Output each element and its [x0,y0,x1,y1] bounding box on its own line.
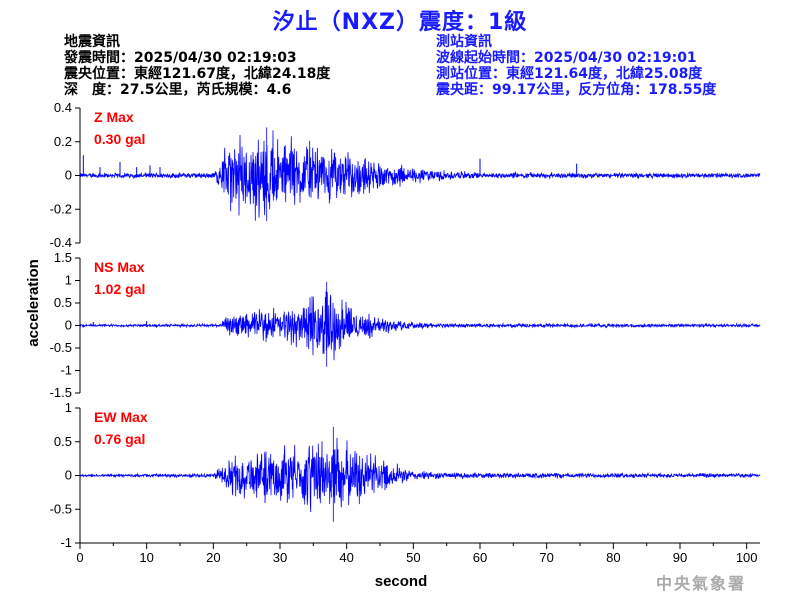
x-tick-label: 100 [736,550,758,565]
max-value-z: 0.30 gal [94,131,145,147]
max-label-z: Z Max [94,109,134,125]
y-tick-label: 1.5 [54,250,72,265]
earthquake-info: 地震資訊 發震時間：2025/04/30 02:19:03 震央位置：東經121… [64,34,330,98]
x-tick-label: 30 [273,550,287,565]
y-tick-label: 0.5 [54,434,72,449]
cwa-watermark: 中央氣象署 [656,574,747,593]
epicenter-location: 震央位置：東經121.67度，北緯24.18度 [64,66,331,82]
y-tick-label: 0.4 [54,100,72,115]
max-label-ns: NS Max [94,259,145,275]
x-tick-label: 70 [539,550,553,565]
y-tick-label: -1.5 [50,385,72,400]
y-tick-label: 0.2 [54,134,72,149]
station-info-heading: 測站資訊 [436,34,492,50]
waveform-trace-ns [79,281,761,367]
wave-start-time: 波線起始時間：2025/04/30 02:19:01 [436,50,697,66]
x-tick-label: 80 [606,550,620,565]
x-tick-label: 0 [76,550,83,565]
max-value-ns: 1.02 gal [94,281,145,297]
y-tick-label: -0.5 [50,501,72,516]
y-tick-label: -0.4 [50,235,72,250]
y-tick-label: 1 [65,273,72,288]
y-tick-label: 0 [65,468,72,483]
max-value-ew: 0.76 gal [94,431,145,447]
y-tick-label: -0.5 [50,340,72,355]
origin-time: 發震時間：2025/04/30 02:19:03 [64,50,297,66]
chart-title: 汐止（NXZ）震度：1級 [272,10,528,35]
y-tick-label: 1 [65,400,72,415]
y-axis-title: acceleration [25,259,42,347]
y-tick-label: -1 [60,363,72,378]
y-tick-label: -1 [60,535,72,550]
x-tick-label: 40 [339,550,353,565]
waveform-trace-ew [79,426,761,522]
station-info: 測站資訊 波線起始時間：2025/04/30 02:19:01 測站位置：東經1… [436,34,716,98]
station-location: 測站位置：東經121.64度，北緯25.08度 [436,66,703,82]
x-tick-label: 60 [473,550,487,565]
distance-azimuth: 震央距：99.17公里，反方位角：178.55度 [436,82,717,98]
y-tick-label: -0.2 [50,201,72,216]
quake-info-heading: 地震資訊 [64,34,120,50]
y-tick-label: 0 [65,168,72,183]
depth-magnitude: 深 度：27.5公里，芮氏規模：4.6 [64,82,292,98]
x-tick-label: 50 [406,550,420,565]
max-label-ew: EW Max [94,409,148,425]
x-tick-label: 10 [139,550,153,565]
waveform-trace-z [79,127,761,222]
x-tick-label: 90 [673,550,687,565]
y-tick-label: 0 [65,318,72,333]
x-tick-label: 20 [206,550,220,565]
y-tick-label: 0.5 [54,295,72,310]
x-axis-title: second [375,573,428,590]
